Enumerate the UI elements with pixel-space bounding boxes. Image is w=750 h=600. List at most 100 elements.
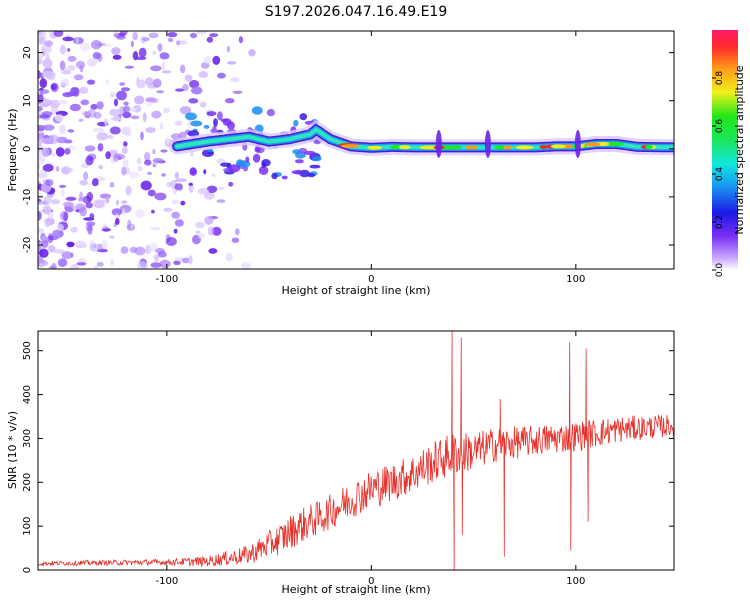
noise-blob [49,265,56,269]
snr-panel: -100 0 100 0 100 200 300 400 500 Height of strai… [6,330,675,596]
noise-blob [159,52,170,60]
noise-blob [110,259,114,266]
noise-blob [62,36,74,42]
noise-blob [152,158,164,163]
noise-blob [116,90,127,101]
noise-blob [165,237,177,246]
colorbar-tick-label: 0.0 [715,263,725,278]
noise-blob [226,45,230,53]
noise-blob [122,111,132,119]
noise-blob [127,219,132,229]
noise-blob [102,228,111,232]
ridge-energy-blob [209,111,217,116]
noise-blob [39,114,50,119]
spectrogram-xtick-label: 0 [368,274,374,285]
spectrogram-xtick-label: 100 [566,274,585,285]
noise-blob [150,65,162,72]
noise-blob [200,101,207,108]
noise-blob [38,135,43,146]
noise-blob [43,124,55,131]
noise-blob [43,206,52,215]
noise-blob [204,216,214,225]
noise-blob [39,263,44,267]
noise-blob [227,61,237,65]
noise-blob [39,89,50,94]
noise-blob [112,54,122,60]
noise-blob [154,192,167,201]
ridge-hotspot [604,142,624,146]
noise-blob [87,224,93,235]
noise-blob [61,70,72,75]
noise-blob [84,145,96,152]
noise-blob [38,36,46,45]
noise-blob [105,195,110,204]
noise-blob [130,40,134,48]
spectral-streak [435,130,442,158]
noise-blob [203,56,211,64]
noise-blob [53,31,64,37]
noise-blob [55,147,65,157]
noise-blob [75,203,86,213]
noise-blob [161,173,166,177]
noise-blob [90,40,102,50]
noise-blob [174,219,184,227]
snr-ylabel: SNR (10 * v/v) [6,411,19,489]
noise-blob [144,159,152,166]
noise-blob [85,202,93,209]
noise-blob [109,235,115,239]
noise-blob [42,58,53,69]
noise-blob [188,183,194,193]
noise-blob [175,88,185,92]
snr-ytick-label: 0 [22,567,33,573]
ridge-energy-blob [271,172,278,180]
noise-blob [182,84,189,92]
noise-blob [62,201,74,207]
snr-frame [37,330,675,571]
noise-blob [173,228,178,234]
noise-blob [43,195,52,204]
noise-blob [167,31,178,38]
noise-blob [40,239,49,248]
noise-blob [230,77,240,83]
snr-xlabel: Height of straight line (km) [281,583,430,596]
noise-blob [150,262,162,268]
ridge-energy-blob [245,156,250,163]
noise-blob [197,232,206,239]
noise-blob [142,112,147,123]
noise-blob [225,252,233,262]
noise-blob [248,49,256,57]
snr-ytick-label: 300 [22,429,33,448]
noise-blob [63,139,73,144]
noise-blob [241,262,251,269]
ridge-energy-blob [190,120,203,127]
noise-blob [188,98,199,104]
noise-blob [83,217,95,221]
noise-blob [163,107,171,114]
noise-blob [163,207,173,212]
noise-blob [196,31,207,35]
noise-blob [152,78,162,88]
colorbar-tick-label: 0.6 [715,119,725,134]
noise-blob [232,90,243,95]
noise-blob [218,186,226,190]
noise-blob [38,57,43,65]
noise-blob [189,32,198,39]
noise-blob [109,108,121,117]
ridge-hotspot [503,145,513,150]
noise-blob [238,36,243,44]
ridge-hotspot [550,144,567,149]
noise-blob [137,261,148,269]
ridge-energy-blob [187,130,200,137]
noise-blob [38,94,44,104]
spectral-streak [484,130,491,158]
noise-blob [173,260,181,266]
noise-blob [166,181,172,188]
noise-blob [152,50,156,56]
noise-blob [115,218,120,225]
colorbar: 0.0 0.2 0.4 0.6 0.8 Normalized spectral ampl… [712,30,746,277]
noise-blob [92,52,101,60]
ridge-energy-blob [220,118,229,123]
noise-blob [190,151,194,157]
spectrogram-ytick-label: 10 [22,94,33,107]
noise-blob [56,223,64,231]
